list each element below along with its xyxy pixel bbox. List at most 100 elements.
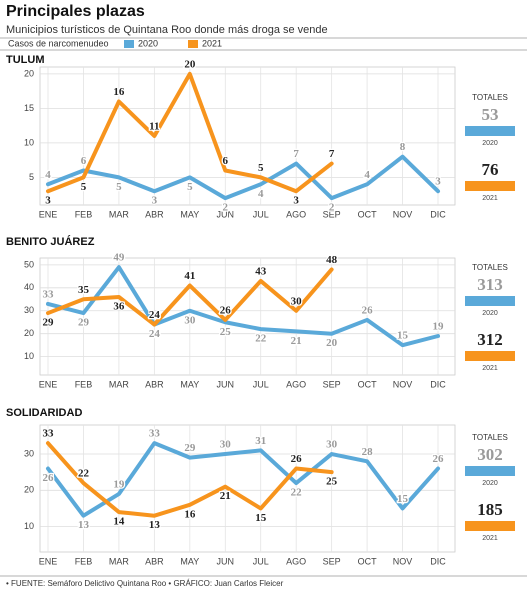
x-tick-label: AGO [286, 556, 306, 566]
x-tick-label: AGO [286, 379, 306, 389]
total-year: 2021 [482, 535, 498, 542]
total-bar [465, 296, 515, 306]
x-tick-label: JUN [217, 209, 235, 219]
data-label: 22 [291, 487, 303, 499]
series-line [46, 441, 440, 518]
x-tick-label: SEP [323, 556, 341, 566]
x-tick-label: DIC [430, 379, 446, 389]
data-label: 25 [326, 476, 338, 488]
totals-title: TOTALES [472, 263, 508, 272]
data-label: 22 [78, 468, 90, 480]
data-label: 2 [223, 202, 229, 214]
data-label: 26 [43, 472, 55, 484]
y-tick-label: 10 [24, 137, 34, 147]
data-label: 4 [258, 188, 264, 200]
y-tick-label: 10 [24, 521, 34, 531]
legend-swatch [188, 40, 198, 48]
data-label: 25 [220, 326, 232, 338]
total-bar [465, 521, 515, 531]
data-label: 3 [435, 176, 441, 188]
y-tick-label: 40 [24, 282, 34, 292]
data-label: 30 [220, 439, 232, 451]
data-label: 30 [291, 295, 303, 307]
x-tick-label: FEB [75, 556, 93, 566]
x-tick-label: MAR [109, 209, 130, 219]
total-bar [465, 466, 515, 476]
series-line [46, 267, 334, 327]
data-label: 7 [329, 148, 335, 160]
data-label: 5 [81, 181, 87, 193]
totals-title: TOTALES [472, 93, 508, 102]
data-label: 26 [291, 453, 303, 465]
data-label: 5 [258, 162, 264, 174]
data-label: 15 [397, 330, 409, 342]
legend-label: Casos de narcomenudeo [8, 38, 109, 48]
total-year: 2020 [482, 480, 498, 487]
plot-frame [39, 257, 456, 376]
x-tick-label: ENE [39, 379, 58, 389]
x-tick-label: JUL [253, 379, 269, 389]
y-tick-label: 20 [24, 68, 34, 78]
data-label: 29 [78, 317, 90, 329]
total-value: 53 [482, 105, 499, 124]
totals-title: TOTALES [472, 433, 508, 442]
x-tick-label: JUL [253, 209, 269, 219]
total-year: 2020 [482, 310, 498, 317]
total-year: 2021 [482, 365, 498, 372]
data-label: 19 [433, 321, 445, 333]
panel-title: BENITO JUÁREZ [6, 235, 95, 248]
x-tick-label: SEP [323, 209, 341, 219]
data-label: 26 [220, 304, 232, 316]
data-label: 33 [43, 428, 55, 440]
panel-title: TULUM [6, 54, 45, 66]
x-tick-label: DIC [430, 556, 446, 566]
data-label: 3 [45, 195, 51, 207]
data-label: 28 [362, 446, 374, 458]
x-tick-label: OCT [358, 556, 378, 566]
legend-entry: 2020 [138, 38, 158, 48]
x-tick-label: NOV [393, 209, 413, 219]
x-tick-label: ENE [39, 556, 58, 566]
y-tick-label: 10 [24, 351, 34, 361]
x-tick-label: ABR [145, 556, 164, 566]
series-line [46, 154, 440, 201]
x-tick-label: MAY [180, 379, 199, 389]
data-label: 4 [45, 169, 51, 181]
data-label: 5 [187, 181, 193, 193]
data-label: 41 [184, 270, 195, 282]
data-label: 24 [149, 328, 161, 340]
x-tick-label: JUN [217, 379, 235, 389]
total-year: 2021 [482, 195, 498, 202]
x-tick-label: MAY [180, 209, 199, 219]
data-label: 48 [326, 254, 338, 266]
data-label: 21 [291, 335, 302, 347]
source: • FUENTE: Semáforo Delictivo Quintana Ro… [6, 579, 284, 588]
data-label: 14 [113, 516, 125, 528]
data-label: 30 [326, 439, 338, 451]
x-tick-label: MAR [109, 556, 130, 566]
total-bar [465, 351, 515, 361]
data-label: 6 [223, 155, 229, 167]
x-tick-label: FEB [75, 379, 93, 389]
data-label: 29 [43, 317, 55, 329]
legend-entry: 2021 [202, 38, 222, 48]
x-tick-label: ENE [39, 209, 58, 219]
x-tick-label: NOV [393, 556, 413, 566]
x-tick-label: ABR [145, 379, 164, 389]
y-tick-label: 30 [24, 305, 34, 315]
data-label: 7 [293, 148, 299, 160]
total-value: 185 [477, 500, 503, 519]
data-label: 13 [149, 519, 161, 531]
data-label: 29 [184, 442, 196, 454]
plot-frame [39, 424, 456, 553]
y-tick-label: 20 [24, 328, 34, 338]
data-label: 20 [326, 337, 338, 349]
data-label: 33 [149, 428, 161, 440]
data-label: 15 [255, 512, 267, 524]
panel-title: SOLIDARIDAD [6, 407, 82, 419]
y-tick-label: 5 [29, 172, 34, 182]
data-label: 6 [81, 155, 87, 167]
data-label: 49 [113, 252, 125, 264]
plot-frame [39, 66, 456, 206]
